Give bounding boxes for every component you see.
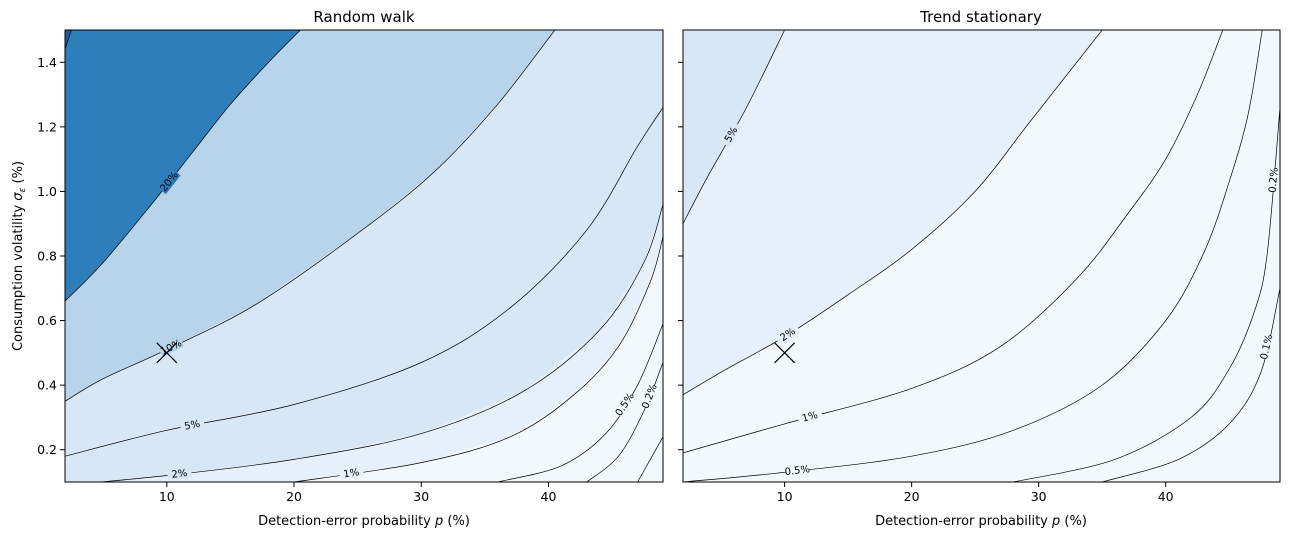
contour-line (1013, 107, 1280, 482)
contour-label-bg (338, 466, 364, 481)
contour-label-bg (158, 337, 185, 358)
contour-line (683, 30, 1103, 396)
y-tick-label: 0.2 (37, 442, 57, 457)
y-axis-label: Consumption volatility σε (%) (11, 161, 28, 351)
contour-label: 5% (183, 419, 201, 433)
x-axis-label: Detection-error probability p (%) (258, 514, 470, 529)
x-tick-label: 40 (541, 489, 557, 504)
contour-label: 0.1% (1259, 334, 1275, 361)
contour-line (65, 30, 556, 402)
contour-line (293, 236, 663, 482)
contour-label-bg (784, 464, 810, 478)
contour-label: 0.2% (1268, 167, 1281, 193)
chart-trend-stationary: 0.1%0.2%0.5%1%2%5% 10 20 30 40 Trend statio… (678, 8, 1281, 529)
x-tick-label: 30 (1031, 489, 1047, 504)
chart-random-walk: 0.2%0.5%1%2%5%10%20% 10 20 30 400.20.40.60.… (11, 8, 664, 529)
x-tick-label: 30 (413, 489, 429, 504)
y-tick-label: 1.4 (37, 55, 57, 70)
contour-label: 2% (171, 468, 188, 481)
contour-label-bg (640, 383, 659, 410)
y-tick-label: 0.6 (37, 313, 57, 328)
contour-line (497, 323, 663, 482)
y-tick-label: 0.8 (37, 249, 57, 264)
contour-line (637, 436, 663, 482)
contour-line (683, 30, 1263, 482)
contour-label-bg (166, 467, 193, 481)
contour-label-bg (614, 391, 636, 418)
marker-x (156, 342, 178, 364)
marker-x (774, 342, 796, 364)
x-tick-label: 10 (159, 489, 175, 504)
contour-fill (65, 30, 301, 302)
y-tick-label: 1.0 (37, 184, 57, 199)
chart-title: Trend stationary (919, 8, 1042, 26)
y-tick-label: 0.4 (37, 378, 57, 393)
contour-label: 0.5% (784, 464, 811, 478)
x-axis-label: Detection-error probability p (%) (875, 514, 1087, 529)
chart-title: Random walk (313, 8, 414, 26)
contour-label-bg (1267, 167, 1280, 193)
contour-label-bg (179, 417, 205, 433)
x-tick-label: 40 (1158, 489, 1174, 504)
contour-line (65, 107, 663, 457)
y-tick-label: 1.2 (37, 119, 57, 134)
x-tick-label: 20 (904, 489, 920, 504)
x-tick-label: 10 (777, 489, 793, 504)
contour-line (65, 30, 301, 302)
contour-label-bg (797, 408, 823, 425)
contour-label-bg (1259, 334, 1275, 360)
contour-line (586, 362, 663, 482)
x-tick-label: 20 (286, 489, 302, 504)
contour-label-bg (721, 121, 742, 148)
contour-label: 1% (343, 467, 360, 480)
contour-label: 1% (801, 410, 819, 425)
contour-fill (683, 30, 1103, 395)
contour-label-bg (775, 323, 801, 346)
contour-label-bg (157, 169, 181, 195)
